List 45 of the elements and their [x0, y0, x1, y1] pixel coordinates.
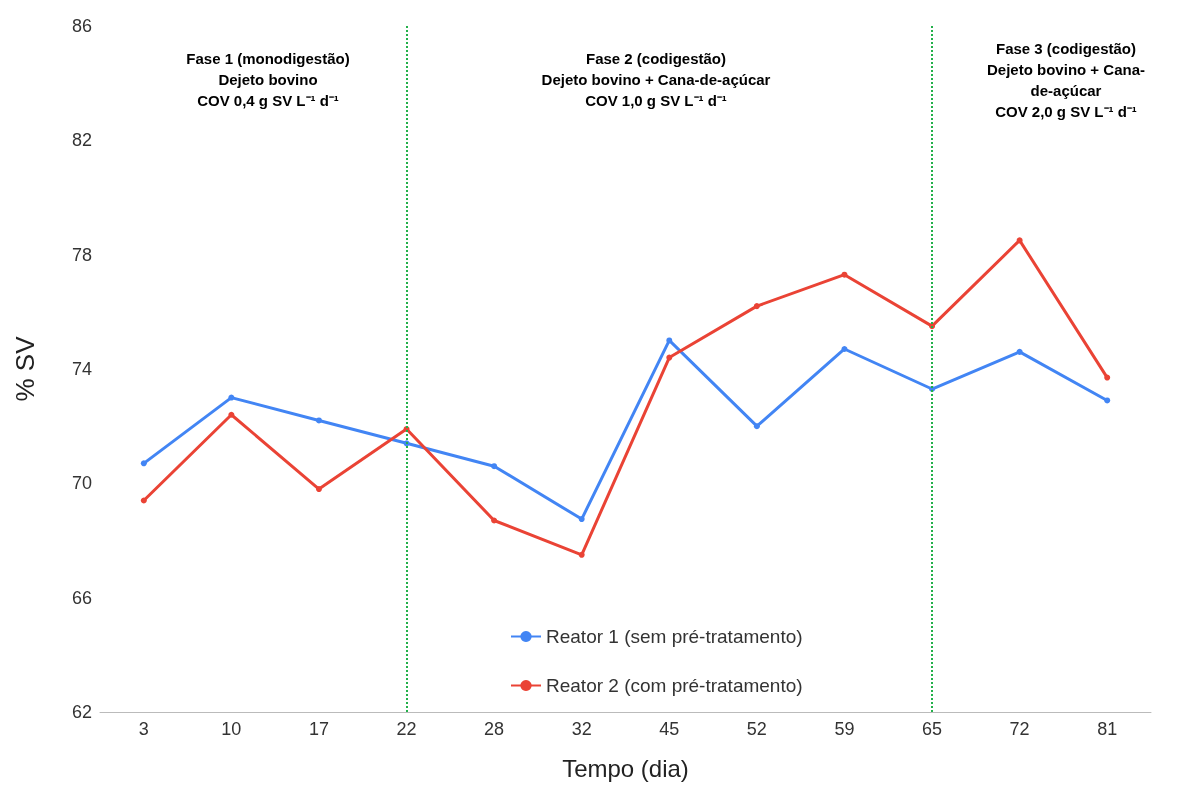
- y-tick-label: 82: [71, 130, 92, 151]
- y-tick-label: 62: [71, 702, 92, 722]
- point: [841, 271, 848, 278]
- x-tick-label: 3: [138, 719, 149, 739]
- y-tick-label: 78: [71, 244, 92, 265]
- x-axis-title: Tempo (dia): [562, 754, 689, 782]
- legend-label: Reator 1 (sem pré-tratamento): [546, 626, 803, 647]
- point: [578, 551, 585, 558]
- point: [1104, 397, 1111, 404]
- point: [228, 394, 235, 401]
- point: [140, 460, 147, 467]
- x-tick-label: 10: [221, 719, 242, 739]
- y-tick-label: 66: [71, 587, 92, 608]
- y-tick-label: 74: [71, 359, 92, 379]
- point: [578, 516, 585, 523]
- x-tick-label: 81: [1097, 719, 1118, 739]
- x-tick-label: 28: [484, 719, 505, 739]
- legend-label: Reator 2 (com pré-tratamento): [546, 675, 803, 696]
- x-tick-label: 59: [834, 719, 855, 739]
- point: [491, 463, 498, 470]
- point: [315, 486, 322, 493]
- point: [1104, 374, 1111, 381]
- point: [491, 517, 498, 524]
- point: [1016, 237, 1023, 244]
- x-tick-label: 22: [396, 719, 417, 739]
- annotation: Fase 3 (codigestão) Dejeto bovino + Cana- de-açúcar COV 2,0 g SV L⁻¹ d⁻¹: [987, 40, 1145, 120]
- point: [753, 303, 760, 310]
- x-tick-label: 65: [922, 719, 943, 739]
- x-tick-label: 17: [308, 719, 329, 739]
- y-tick-label: 70: [71, 473, 92, 494]
- point: [1016, 348, 1023, 355]
- point: [841, 345, 848, 352]
- point: [666, 337, 673, 344]
- x-tick-label: 52: [746, 719, 767, 739]
- y-axis-title: % SV: [10, 335, 40, 402]
- x-tick-label: 32: [571, 719, 592, 739]
- annotation: Fase 2 (codigestão) Dejeto bovino + Cana-de-açúcar COV 1,0 g SV L⁻¹ d⁻¹: [541, 50, 771, 109]
- x-tick-label: 72: [1009, 719, 1030, 739]
- x-tick-label: 45: [659, 719, 680, 739]
- point: [753, 423, 760, 430]
- point: [315, 417, 322, 424]
- point: [228, 411, 235, 418]
- point: [140, 497, 147, 504]
- annotation: Fase 1 (monodigestão) Dejeto bovino COV 0,4 g SV L⁻¹ d⁻¹: [186, 50, 350, 109]
- y-tick-label: 86: [71, 16, 92, 36]
